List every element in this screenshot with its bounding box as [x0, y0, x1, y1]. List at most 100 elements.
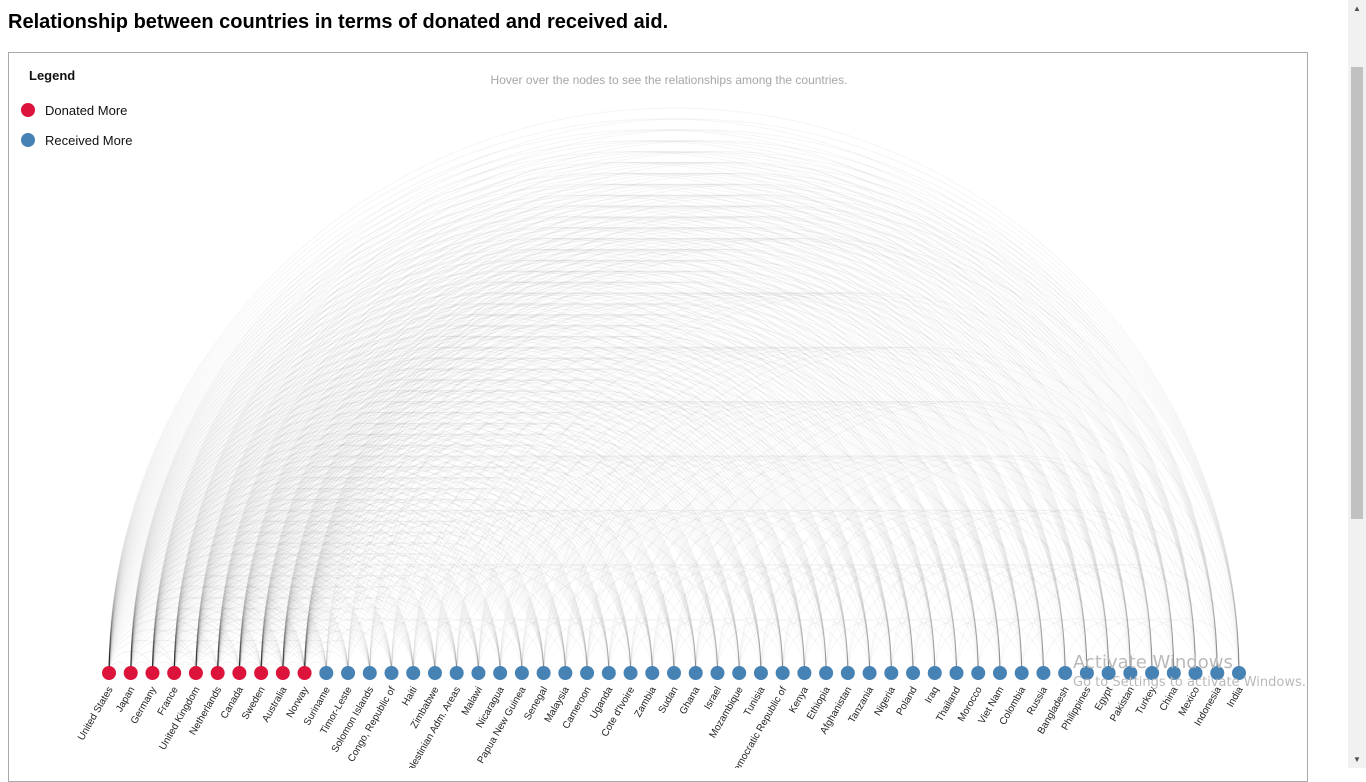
link-netherlands-cote-d-ivoire: [217, 466, 632, 674]
link-germany-netherlands: [151, 640, 219, 674]
node-turkey[interactable]: [1145, 666, 1160, 680]
node-india[interactable]: [1232, 666, 1246, 680]
link-united-kingdom-nicaragua: [195, 520, 501, 674]
link-australia-tunisia: [282, 433, 762, 674]
link-malawi-pakistan: [477, 346, 1131, 674]
node-viet-nam[interactable]: [992, 666, 1007, 680]
node-malaysia[interactable]: [558, 666, 573, 680]
node-tunisia[interactable]: [753, 666, 768, 680]
link-thailand-bangladesh: [956, 618, 1066, 674]
link-france-cote-d-ivoire: [173, 444, 632, 674]
link-france-sudan: [173, 422, 675, 674]
link-japan-haiti: [130, 531, 414, 674]
link-france-malaysia: [173, 477, 566, 674]
scroll-down-arrow-icon[interactable]: ▼: [1353, 755, 1361, 764]
node-papua-new-guinea[interactable]: [514, 666, 529, 680]
node-label-poland: Poland: [895, 685, 920, 717]
node-nigeria[interactable]: [884, 666, 899, 680]
link-japan-palestinian-adm-areas: [130, 510, 458, 674]
vertical-scrollbar[interactable]: ▲ ▼: [1348, 4, 1366, 768]
node-ethiopia[interactable]: [819, 666, 834, 680]
link-germany-congo-democratic-republic-of: [151, 357, 784, 674]
link-canada-israel: [238, 433, 718, 674]
node-norway[interactable]: [297, 666, 312, 680]
node-canada[interactable]: [232, 666, 247, 680]
link-australia-timor-leste: [282, 640, 349, 674]
link-pakistan-india: [1129, 618, 1240, 674]
node-congo-republic-of[interactable]: [384, 666, 399, 680]
node-poland[interactable]: [906, 666, 921, 680]
node-thailand[interactable]: [949, 666, 964, 680]
node-mexico[interactable]: [1188, 666, 1203, 680]
link-malawi-poland: [477, 455, 914, 674]
link-philippines-mexico: [1086, 618, 1197, 674]
link-sweden-turkey: [260, 227, 1153, 674]
node-united-states[interactable]: [102, 666, 116, 680]
node-sudan[interactable]: [667, 666, 681, 680]
node-france[interactable]: [167, 666, 182, 680]
chart-frame: Hover over the nodes to see the relation…: [8, 52, 1308, 782]
node-tanzania[interactable]: [862, 666, 877, 680]
link-zambia-mexico: [651, 400, 1197, 674]
link-norway-uganda: [304, 520, 610, 674]
link-japan-kenya: [130, 335, 805, 674]
link-united-states-india: [108, 107, 1240, 674]
scroll-up-arrow-icon[interactable]: ▲: [1353, 4, 1361, 13]
link-canada-ghana: [238, 444, 697, 674]
node-australia[interactable]: [275, 666, 290, 680]
node-solomon-islands[interactable]: [362, 666, 377, 680]
node-haiti[interactable]: [406, 666, 421, 680]
link-united-kingdom-ethiopia: [195, 357, 827, 674]
link-sudan-nigeria: [673, 563, 892, 674]
link-united-states-france: [108, 640, 175, 674]
node-suriname[interactable]: [319, 666, 334, 680]
chart-hint: Hover over the nodes to see the relation…: [490, 73, 848, 87]
link-tanzania-mexico: [869, 509, 1197, 674]
node-japan[interactable]: [123, 666, 138, 680]
node-ghana[interactable]: [688, 666, 703, 680]
node-afghanistan[interactable]: [840, 666, 855, 680]
node-russia[interactable]: [1036, 666, 1051, 680]
link-france-turkey: [173, 183, 1153, 674]
node-zimbabwe[interactable]: [427, 666, 442, 680]
link-sweden-palestinian-adm-areas: [260, 574, 458, 674]
link-canada-zambia: [238, 466, 653, 674]
node-indonesia[interactable]: [1210, 666, 1225, 680]
node-congo-democratic-republic-of[interactable]: [775, 666, 790, 680]
link-tanzania-morocco: [869, 618, 979, 674]
node-israel[interactable]: [710, 666, 725, 680]
node-netherlands[interactable]: [210, 666, 225, 680]
node-sweden[interactable]: [254, 666, 269, 680]
link-palestinian-adm-areas-sudan: [456, 563, 675, 674]
node-united-kingdom[interactable]: [188, 666, 203, 680]
node-colombia[interactable]: [1014, 666, 1029, 680]
link-uganda-ethiopia: [608, 564, 827, 674]
node-uganda[interactable]: [601, 666, 616, 680]
link-japan-netherlands: [130, 629, 219, 674]
node-nicaragua[interactable]: [493, 666, 508, 680]
node-egypt[interactable]: [1101, 666, 1116, 680]
node-cameroon[interactable]: [580, 666, 595, 680]
node-morocco[interactable]: [971, 666, 986, 680]
node-kenya[interactable]: [797, 666, 812, 680]
node-senegal[interactable]: [536, 666, 551, 680]
link-france-pakistan: [173, 194, 1131, 674]
node-cote-d-ivoire[interactable]: [623, 666, 638, 680]
node-timor-leste[interactable]: [341, 666, 356, 680]
link-united-states-turkey: [108, 151, 1153, 674]
node-philippines[interactable]: [1079, 666, 1094, 680]
link-japan-cote-d-ivoire: [130, 423, 632, 674]
node-malawi[interactable]: [471, 666, 486, 680]
node-zambia[interactable]: [645, 666, 660, 680]
node-pakistan[interactable]: [1123, 666, 1138, 680]
node-china[interactable]: [1166, 666, 1181, 680]
scrollbar-thumb[interactable]: [1351, 67, 1363, 519]
node-bangladesh[interactable]: [1058, 666, 1073, 680]
node-iraq[interactable]: [927, 666, 942, 680]
node-mozambique[interactable]: [732, 666, 747, 680]
node-germany[interactable]: [145, 666, 160, 680]
node-palestinian-adm-areas[interactable]: [449, 666, 464, 680]
link-papua-new-guinea-mozambique: [521, 564, 740, 674]
link-netherlands-egypt: [217, 227, 1110, 674]
link-united-states-norway: [108, 574, 306, 674]
